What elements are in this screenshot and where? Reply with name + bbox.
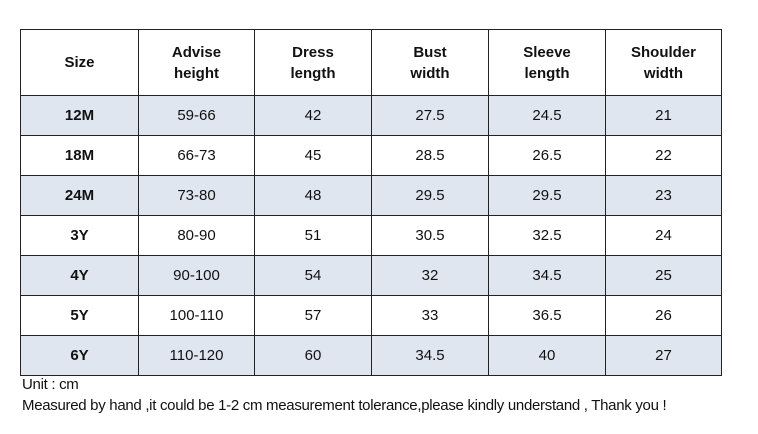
value-cell: 30.5 bbox=[371, 215, 489, 256]
value-cell: 26 bbox=[605, 295, 722, 336]
size-table: Size Advise height Dress length Bust width Slee… bbox=[20, 29, 722, 376]
size-cell: 3Y bbox=[20, 215, 139, 256]
table-row: 18M 66-73 45 28.5 26.5 22 bbox=[20, 135, 722, 176]
value-cell: 34.5 bbox=[488, 255, 606, 296]
header-cell: Dress length bbox=[254, 29, 372, 96]
value-cell: 33 bbox=[371, 295, 489, 336]
size-cell: 12M bbox=[20, 95, 139, 136]
value-cell: 23 bbox=[605, 175, 722, 216]
value-cell: 25 bbox=[605, 255, 722, 296]
value-cell: 27 bbox=[605, 335, 722, 376]
value-cell: 42 bbox=[254, 95, 372, 136]
size-cell: 24M bbox=[20, 175, 139, 216]
value-cell: 26.5 bbox=[488, 135, 606, 176]
header-line: height bbox=[174, 64, 219, 82]
value-cell: 29.5 bbox=[488, 175, 606, 216]
header-line: width bbox=[410, 64, 450, 82]
value-cell: 51 bbox=[254, 215, 372, 256]
table-row: 3Y 80-90 51 30.5 32.5 24 bbox=[20, 215, 722, 256]
value-cell: 32 bbox=[371, 255, 489, 296]
value-cell: 54 bbox=[254, 255, 372, 296]
header-line: Dress bbox=[292, 43, 334, 61]
size-cell: 18M bbox=[20, 135, 139, 176]
value-cell: 22 bbox=[605, 135, 722, 176]
value-cell: 90-100 bbox=[138, 255, 255, 296]
header-line: Shoulder bbox=[630, 43, 696, 61]
value-cell: 27.5 bbox=[371, 95, 489, 136]
header-line: width bbox=[643, 64, 684, 82]
value-cell: 24.5 bbox=[488, 95, 606, 136]
size-cell: 6Y bbox=[20, 335, 139, 376]
size-cell: 5Y bbox=[20, 295, 139, 336]
header-line: Size bbox=[64, 54, 95, 71]
value-cell: 60 bbox=[254, 335, 372, 376]
unit-note: Unit : cm bbox=[22, 376, 79, 393]
value-cell: 59-66 bbox=[138, 95, 255, 136]
value-cell: 40 bbox=[488, 335, 606, 376]
header-cell: Shoulder width bbox=[605, 29, 722, 96]
header-line: Bust bbox=[413, 43, 447, 61]
header-line: length bbox=[524, 64, 570, 82]
value-cell: 28.5 bbox=[371, 135, 489, 176]
value-cell: 48 bbox=[254, 175, 372, 216]
value-cell: 57 bbox=[254, 295, 372, 336]
header-row: Size Advise height Dress length Bust width Slee… bbox=[20, 29, 722, 96]
table-row: 6Y 110-120 60 34.5 40 27 bbox=[20, 335, 722, 376]
header-cell: Sleeve length bbox=[488, 29, 606, 96]
value-cell: 100-110 bbox=[138, 295, 255, 336]
table-body: 12M 59-66 42 27.5 24.5 21 18M 66-73 45 28.5 26.5 22… bbox=[20, 95, 722, 376]
value-cell: 110-120 bbox=[138, 335, 255, 376]
table-row: 4Y 90-100 54 32 34.5 25 bbox=[20, 255, 722, 296]
header-cell: Advise height bbox=[138, 29, 255, 96]
value-cell: 21 bbox=[605, 95, 722, 136]
header-line: Sleeve bbox=[523, 43, 571, 61]
value-cell: 45 bbox=[254, 135, 372, 176]
value-cell: 34.5 bbox=[371, 335, 489, 376]
header-line: Advise bbox=[171, 43, 222, 61]
value-cell: 32.5 bbox=[488, 215, 606, 256]
table-row: 5Y 100-110 57 33 36.5 26 bbox=[20, 295, 722, 336]
value-cell: 29.5 bbox=[371, 175, 489, 216]
value-cell: 24 bbox=[605, 215, 722, 256]
tolerance-note: Measured by hand ,it could be 1-2 cm mea… bbox=[22, 397, 667, 414]
header-cell: Size bbox=[20, 29, 139, 96]
value-cell: 36.5 bbox=[488, 295, 606, 336]
header-line: length bbox=[290, 64, 336, 82]
size-cell: 4Y bbox=[20, 255, 139, 296]
table-row: 24M 73-80 48 29.5 29.5 23 bbox=[20, 175, 722, 216]
header-cell: Bust width bbox=[371, 29, 489, 96]
value-cell: 80-90 bbox=[138, 215, 255, 256]
value-cell: 73-80 bbox=[138, 175, 255, 216]
table-row: 12M 59-66 42 27.5 24.5 21 bbox=[20, 95, 722, 136]
value-cell: 66-73 bbox=[138, 135, 255, 176]
